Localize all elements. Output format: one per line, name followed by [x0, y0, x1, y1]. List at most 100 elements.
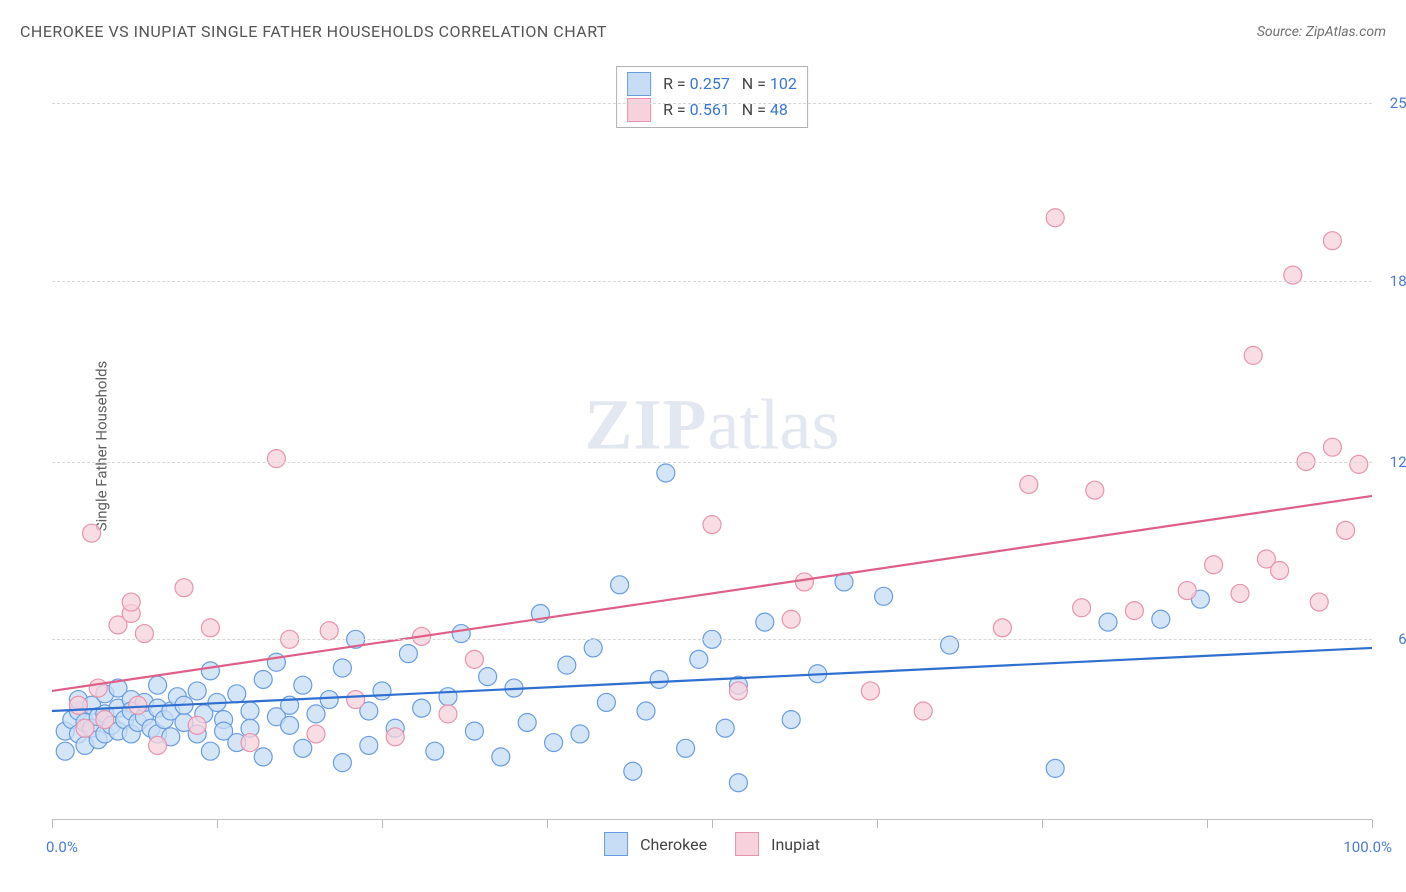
- y-grid-line: [52, 639, 1372, 640]
- scatter-point: [1323, 438, 1341, 456]
- legend-swatch: [627, 72, 651, 96]
- scatter-point: [69, 696, 87, 714]
- scatter-point: [624, 762, 642, 780]
- x-tick: [1042, 820, 1043, 828]
- scatter-point: [426, 742, 444, 760]
- y-grid-line: [52, 462, 1372, 463]
- scatter-point: [716, 719, 734, 737]
- scatter-point: [439, 688, 457, 706]
- scatter-point: [201, 742, 219, 760]
- scatter-point: [254, 748, 272, 766]
- correlation-legend: R = 0.257 N = 102R = 0.561 N = 48: [616, 66, 808, 128]
- scatter-point: [657, 464, 675, 482]
- scatter-point: [413, 699, 431, 717]
- scatter-point: [558, 656, 576, 674]
- scatter-point: [175, 579, 193, 597]
- legend-label: Cherokee: [640, 835, 707, 854]
- scatter-point: [439, 705, 457, 723]
- scatter-point: [320, 691, 338, 709]
- y-tick-label: 12.5%: [1390, 453, 1406, 471]
- scatter-point: [386, 728, 404, 746]
- scatter-point: [611, 576, 629, 594]
- scatter-point: [129, 696, 147, 714]
- legend-text: R = 0.561 N = 48: [663, 97, 788, 123]
- scatter-point: [1046, 209, 1064, 227]
- scatter-point: [571, 725, 589, 743]
- scatter-point: [281, 716, 299, 734]
- series-legend: CherokeeInupiat: [604, 832, 820, 856]
- scatter-point: [373, 682, 391, 700]
- scatter-point: [782, 711, 800, 729]
- scatter-point: [861, 682, 879, 700]
- x-tick: [547, 820, 548, 828]
- scatter-point: [677, 739, 695, 757]
- title-row: CHEROKEE VS INUPIAT SINGLE FATHER HOUSEH…: [20, 22, 1386, 41]
- y-tick-label: 6.3%: [1398, 630, 1406, 648]
- x-min-label: 0.0%: [46, 838, 78, 856]
- scatter-point: [597, 693, 615, 711]
- scatter-point: [1086, 481, 1104, 499]
- scatter-point: [1125, 602, 1143, 620]
- scatter-point: [320, 622, 338, 640]
- scatter-point: [1231, 584, 1249, 602]
- legend-swatch: [627, 98, 651, 122]
- chart-source: Source: ZipAtlas.com: [1257, 24, 1386, 40]
- scatter-point: [1020, 475, 1038, 493]
- legend-swatch: [735, 832, 759, 856]
- scatter-point: [96, 711, 114, 729]
- x-tick: [1372, 820, 1373, 828]
- scatter-point: [914, 702, 932, 720]
- scatter-point: [465, 722, 483, 740]
- x-tick: [877, 820, 878, 828]
- chart-title: CHEROKEE VS INUPIAT SINGLE FATHER HOUSEH…: [20, 22, 607, 41]
- legend-row: R = 0.257 N = 102: [627, 71, 797, 97]
- scatter-point: [1244, 346, 1262, 364]
- scatter-point: [1205, 556, 1223, 574]
- scatter-point: [360, 736, 378, 754]
- scatter-point: [188, 716, 206, 734]
- scatter-point: [83, 524, 101, 542]
- plot-area: ZIPatlas 0.0% 100.0% R = 0.257 N = 102R …: [52, 60, 1372, 820]
- y-grid-line: [52, 103, 1372, 104]
- scatter-point: [1099, 613, 1117, 631]
- scatter-point: [89, 679, 107, 697]
- scatter-point: [729, 682, 747, 700]
- scatter-point: [637, 702, 655, 720]
- chart-container: CHEROKEE VS INUPIAT SINGLE FATHER HOUSEH…: [0, 0, 1406, 892]
- scatter-point: [347, 691, 365, 709]
- scatter-point: [756, 613, 774, 631]
- scatter-point: [149, 736, 167, 754]
- trend-line: [52, 648, 1372, 711]
- x-tick: [217, 820, 218, 828]
- scatter-point: [201, 619, 219, 637]
- scatter-point: [1337, 521, 1355, 539]
- legend-row: R = 0.561 N = 48: [627, 97, 797, 123]
- x-tick: [1207, 820, 1208, 828]
- scatter-point: [241, 734, 259, 752]
- scatter-point: [795, 573, 813, 591]
- scatter-point: [1310, 593, 1328, 611]
- scatter-point: [545, 734, 563, 752]
- scatter-point: [479, 668, 497, 686]
- scatter-point: [228, 685, 246, 703]
- scatter-point: [188, 682, 206, 700]
- scatter-point: [650, 670, 668, 688]
- scatter-point: [307, 725, 325, 743]
- x-tick: [382, 820, 383, 828]
- scatter-point: [584, 639, 602, 657]
- scatter-point: [703, 516, 721, 534]
- scatter-point: [1073, 599, 1091, 617]
- y-tick-label: 18.8%: [1390, 272, 1406, 290]
- scatter-point: [1178, 582, 1196, 600]
- scatter-point: [76, 719, 94, 737]
- scatter-point: [993, 619, 1011, 637]
- scatter-point: [307, 705, 325, 723]
- scatter-point: [294, 676, 312, 694]
- scatter-point: [333, 754, 351, 772]
- scatter-point: [201, 662, 219, 680]
- scatter-point: [875, 587, 893, 605]
- y-tick-label: 25.0%: [1390, 94, 1406, 112]
- scatter-point: [241, 702, 259, 720]
- scatter-point: [1046, 759, 1064, 777]
- x-tick: [712, 820, 713, 828]
